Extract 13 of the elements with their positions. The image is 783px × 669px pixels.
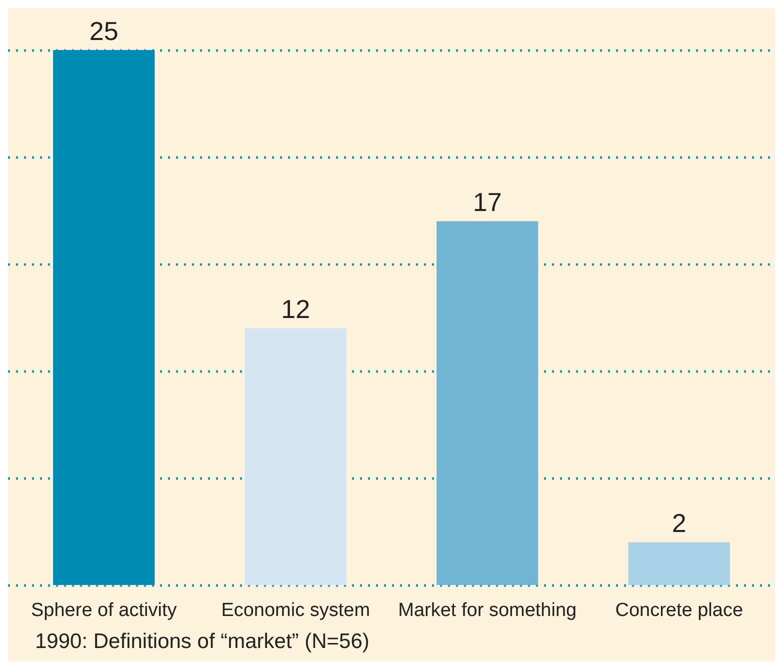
data-label: 25 — [89, 16, 118, 46]
bar — [628, 542, 730, 585]
bar — [244, 328, 346, 585]
text: 1990: Definitions of “market” (N=56) — [35, 630, 370, 653]
bar — [53, 50, 155, 585]
x-tick-label: Market for something — [398, 600, 577, 621]
x-tick-label: Sphere of activity — [31, 600, 178, 621]
data-label: 17 — [472, 187, 502, 218]
data-label: 12 — [281, 294, 310, 324]
x-tick-label: Concrete place — [615, 600, 744, 621]
x-tick-label: Economic system — [221, 600, 370, 621]
bar — [436, 221, 538, 585]
data-label: 2 — [672, 508, 686, 538]
